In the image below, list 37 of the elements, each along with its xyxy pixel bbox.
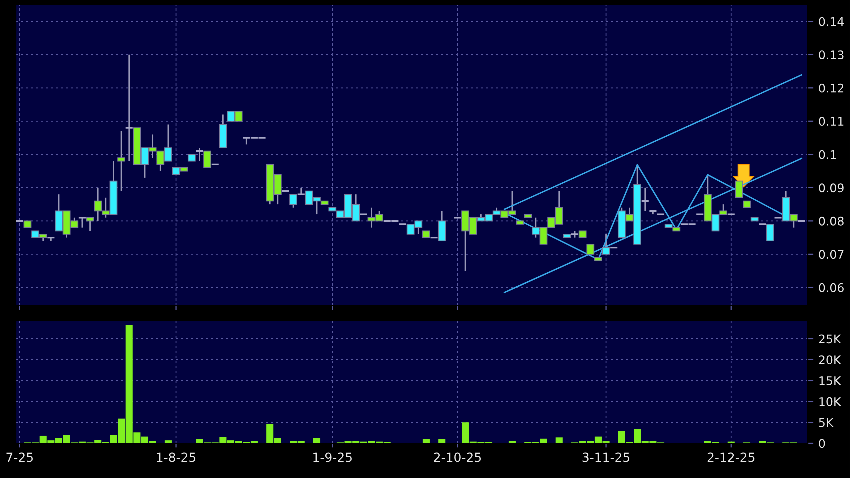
y-tick-label: 0.1 bbox=[819, 150, 836, 160]
candlestick bbox=[125, 54, 134, 162]
bar bbox=[556, 438, 563, 444]
y-tick-label: 20K bbox=[819, 356, 842, 365]
y-tick-label: 0.13 bbox=[819, 50, 844, 60]
candlestick bbox=[195, 147, 204, 162]
x-tick-label: 7-25 bbox=[6, 452, 33, 462]
y-tick-label: 5K bbox=[819, 418, 834, 428]
bar bbox=[438, 439, 446, 444]
y-tick-label: 0.12 bbox=[819, 84, 844, 93]
candlestick bbox=[602, 234, 610, 256]
candlestick bbox=[735, 180, 744, 198]
x-tick-label: 2-10-25 bbox=[434, 452, 482, 462]
candlestick bbox=[204, 150, 212, 168]
y-tick-label: 0.06 bbox=[819, 283, 844, 292]
candlestick bbox=[766, 224, 774, 242]
candlestick bbox=[290, 194, 298, 209]
candlestick bbox=[86, 217, 94, 232]
y-tick-label: 10K bbox=[820, 397, 842, 406]
y-tick-label: 0.11 bbox=[819, 117, 844, 126]
y-tick-label: 0 bbox=[819, 439, 826, 448]
candlestick bbox=[118, 130, 126, 192]
x-tick-label: 1-9-25 bbox=[314, 452, 352, 462]
candlestick bbox=[641, 187, 650, 212]
candlestick bbox=[78, 217, 87, 229]
y-tick-label: 15K bbox=[820, 376, 842, 386]
y-tick-label: 25K bbox=[819, 334, 842, 344]
y-tick-label: 0.07 bbox=[819, 250, 844, 260]
x-tick-label: 1-8-25 bbox=[157, 452, 196, 462]
candlestick bbox=[438, 210, 446, 242]
y-tick-label: 0.08 bbox=[819, 216, 844, 226]
x-tick-label: 3-11-25 bbox=[582, 452, 630, 462]
candlestick bbox=[219, 114, 228, 149]
candlestick bbox=[586, 244, 595, 255]
y-tick-label: 0.14 bbox=[819, 17, 844, 26]
x-tick-label: 2-12-25 bbox=[708, 452, 755, 462]
y-tick-label: 0.09 bbox=[819, 184, 844, 193]
